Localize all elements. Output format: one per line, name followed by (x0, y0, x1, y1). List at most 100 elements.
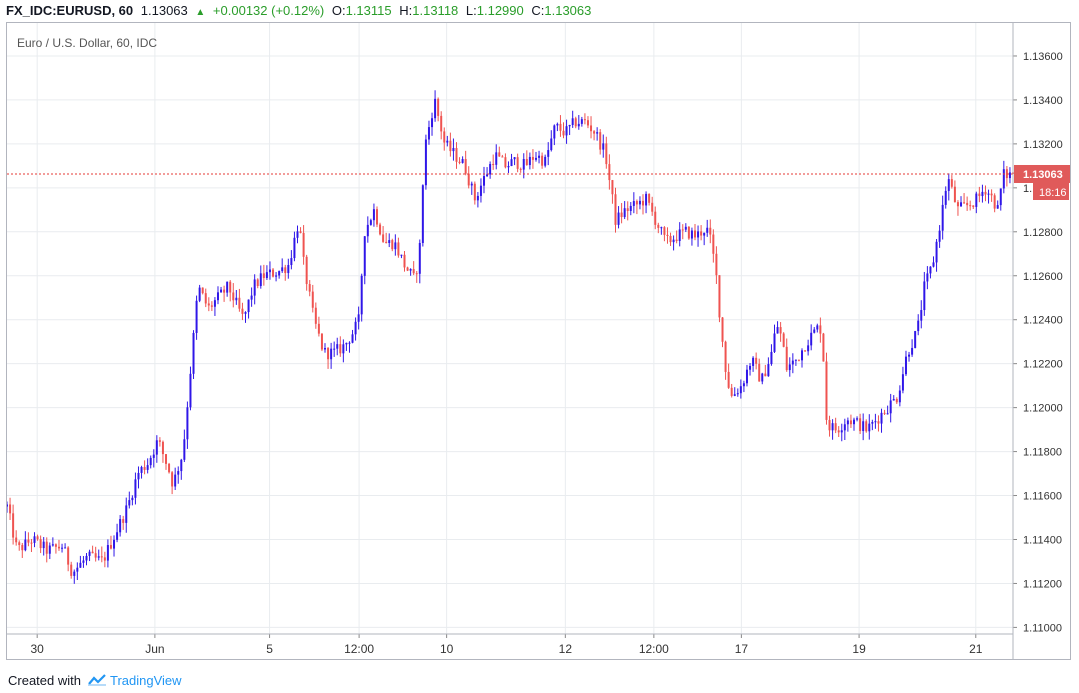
candle-body (623, 208, 626, 218)
candle (94, 546, 97, 562)
price-axis[interactable]: 1.11000 1.11200 1.11400 1.11600 1.11800 1.120… (1012, 23, 1070, 659)
candle-body (816, 325, 819, 330)
candle-body (553, 125, 556, 139)
candle (966, 196, 969, 211)
candle (715, 246, 718, 284)
candle-body (950, 179, 953, 187)
candle (21, 542, 24, 558)
candle (834, 417, 837, 434)
candle (238, 288, 241, 312)
candle-body (724, 341, 727, 372)
candle (67, 546, 70, 572)
candle (137, 466, 140, 489)
candle (638, 196, 641, 210)
candle (761, 372, 764, 385)
candle (1008, 167, 1011, 184)
candle (116, 523, 119, 543)
candle (892, 395, 895, 401)
candle-body (892, 399, 895, 401)
candle-body (207, 303, 210, 306)
candle-body (7, 504, 8, 507)
y-tick-label: 1.13200 (1023, 139, 1063, 151)
tradingview-logo[interactable]: TradingView (87, 673, 182, 688)
candle-body (106, 545, 109, 561)
candle-body (70, 564, 73, 576)
candle-body (314, 307, 317, 324)
candle-body (400, 254, 403, 256)
candle-body (24, 539, 27, 551)
candle (183, 429, 186, 463)
candle-body (201, 287, 204, 294)
up-arrow-icon: ▲ (195, 7, 206, 18)
last-price-label: 1.13063 18:16 (1014, 164, 1070, 200)
candle-body (443, 131, 446, 143)
candle-body (198, 287, 201, 301)
candle (415, 271, 418, 283)
candle-body (247, 299, 250, 313)
candle (195, 295, 198, 340)
candle (852, 417, 855, 431)
candle (443, 127, 446, 151)
candle (247, 299, 250, 319)
candle (119, 515, 122, 537)
candle (568, 124, 571, 136)
candle-body (568, 125, 571, 127)
candle (272, 268, 275, 278)
candle-body (938, 230, 941, 242)
candle-body (739, 386, 742, 394)
candle-body (18, 542, 21, 546)
candle (461, 156, 464, 164)
candle (492, 154, 495, 170)
candle-body (421, 185, 424, 243)
candle-body (97, 556, 100, 558)
candle (895, 397, 898, 405)
candle (553, 124, 556, 146)
candle (507, 161, 510, 173)
candle (583, 113, 586, 125)
candle (969, 200, 972, 211)
time-axis[interactable]: 30 Jun 5 12:00 10 12 12:00 17 19 21 (7, 633, 1013, 656)
candle (614, 187, 617, 233)
candle-body (76, 567, 79, 572)
candle (12, 504, 15, 545)
candle (220, 286, 223, 293)
candle (299, 227, 302, 234)
candle-body (412, 269, 415, 274)
candle (840, 423, 843, 442)
candle-body (48, 545, 51, 554)
candle-body (122, 519, 125, 523)
candle (898, 385, 901, 407)
candle (171, 471, 174, 495)
candle-body (366, 224, 369, 237)
candle-body (749, 365, 752, 370)
candle-body (259, 273, 262, 287)
candle (843, 418, 846, 440)
candle-body (681, 229, 684, 231)
candle (15, 530, 18, 546)
candle (651, 196, 654, 216)
candle (938, 225, 941, 248)
candle (244, 311, 247, 323)
candle (464, 150, 467, 176)
candle (33, 532, 36, 548)
candle (168, 462, 171, 474)
candle (804, 350, 807, 352)
candle (727, 363, 730, 389)
candle (268, 261, 271, 280)
candle (207, 297, 210, 312)
candle-body (871, 421, 874, 424)
candle-body (608, 164, 611, 181)
candle (259, 265, 262, 289)
candle-body (730, 387, 733, 396)
candle-body (801, 350, 804, 361)
candle-body (926, 273, 929, 282)
candle (363, 236, 366, 285)
candle-body (180, 459, 183, 472)
candle-body (161, 441, 164, 455)
candle-body (580, 119, 583, 124)
candlestick-chart[interactable]: 1.11000 1.11200 1.11400 1.11600 1.11800 1.120… (7, 23, 1070, 659)
candle (596, 127, 599, 141)
candle (623, 201, 626, 220)
candle-body (752, 357, 755, 366)
candle-body (562, 130, 565, 136)
